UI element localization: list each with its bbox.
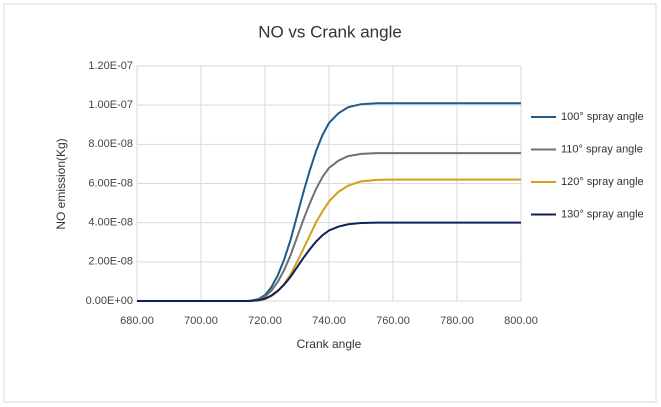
y-axis-label: NO emission(Kg): [54, 138, 68, 229]
x-tick-label: 720.00: [248, 315, 282, 327]
y-tick-label: 8.00E-08: [88, 138, 133, 150]
x-tick-label: 800.00: [504, 315, 538, 327]
x-tick-label: 700.00: [184, 315, 218, 327]
x-tick-label: 780.00: [440, 315, 474, 327]
x-tick-label: 680.00: [120, 315, 154, 327]
x-tick-label: 760.00: [376, 315, 410, 327]
legend-label: 120° spray angle: [561, 176, 644, 188]
y-tick-label: 6.00E-08: [88, 177, 133, 189]
x-tick-label: 740.00: [312, 315, 346, 327]
chart-frame: [3, 3, 657, 403]
y-tick-label: 1.20E-07: [88, 60, 133, 72]
series-line: [137, 102, 521, 302]
y-tick-label: 4.00E-08: [88, 217, 133, 229]
y-tick-label: 2.00E-08: [88, 256, 133, 268]
legend-label: 100° spray angle: [561, 111, 644, 123]
legend-label: 110° spray angle: [561, 143, 643, 155]
chart-title: NO vs Crank angle: [258, 22, 402, 41]
y-tick-label: 0.00E+00: [86, 295, 133, 307]
x-axis-label: Crank angle: [297, 337, 362, 351]
y-tick-label: 1.00E-07: [88, 99, 133, 111]
series-line: [137, 221, 521, 302]
series-line: [137, 152, 521, 302]
legend-label: 130° spray angle: [561, 208, 644, 220]
